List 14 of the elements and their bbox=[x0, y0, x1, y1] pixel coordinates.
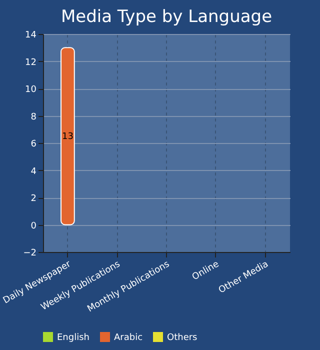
y-tick-label: 14 bbox=[25, 30, 37, 40]
chart-title: Media Type by Language bbox=[60, 7, 272, 27]
data-label: 13 bbox=[62, 132, 74, 142]
y-tick-label: 2 bbox=[30, 194, 36, 204]
y-tick-label: 10 bbox=[25, 85, 37, 95]
legend-label: Arabic bbox=[114, 333, 143, 343]
y-tick-label: 6 bbox=[30, 140, 37, 150]
y-tick-label: −2 bbox=[23, 248, 36, 258]
y-tick-label: 12 bbox=[25, 58, 36, 68]
y-tick-label: 4 bbox=[30, 166, 37, 177]
legend-label: English bbox=[57, 333, 90, 343]
legend-label: Others bbox=[167, 333, 198, 343]
y-tick-label: 8 bbox=[30, 112, 37, 122]
y-tick-label: 0 bbox=[30, 221, 37, 232]
